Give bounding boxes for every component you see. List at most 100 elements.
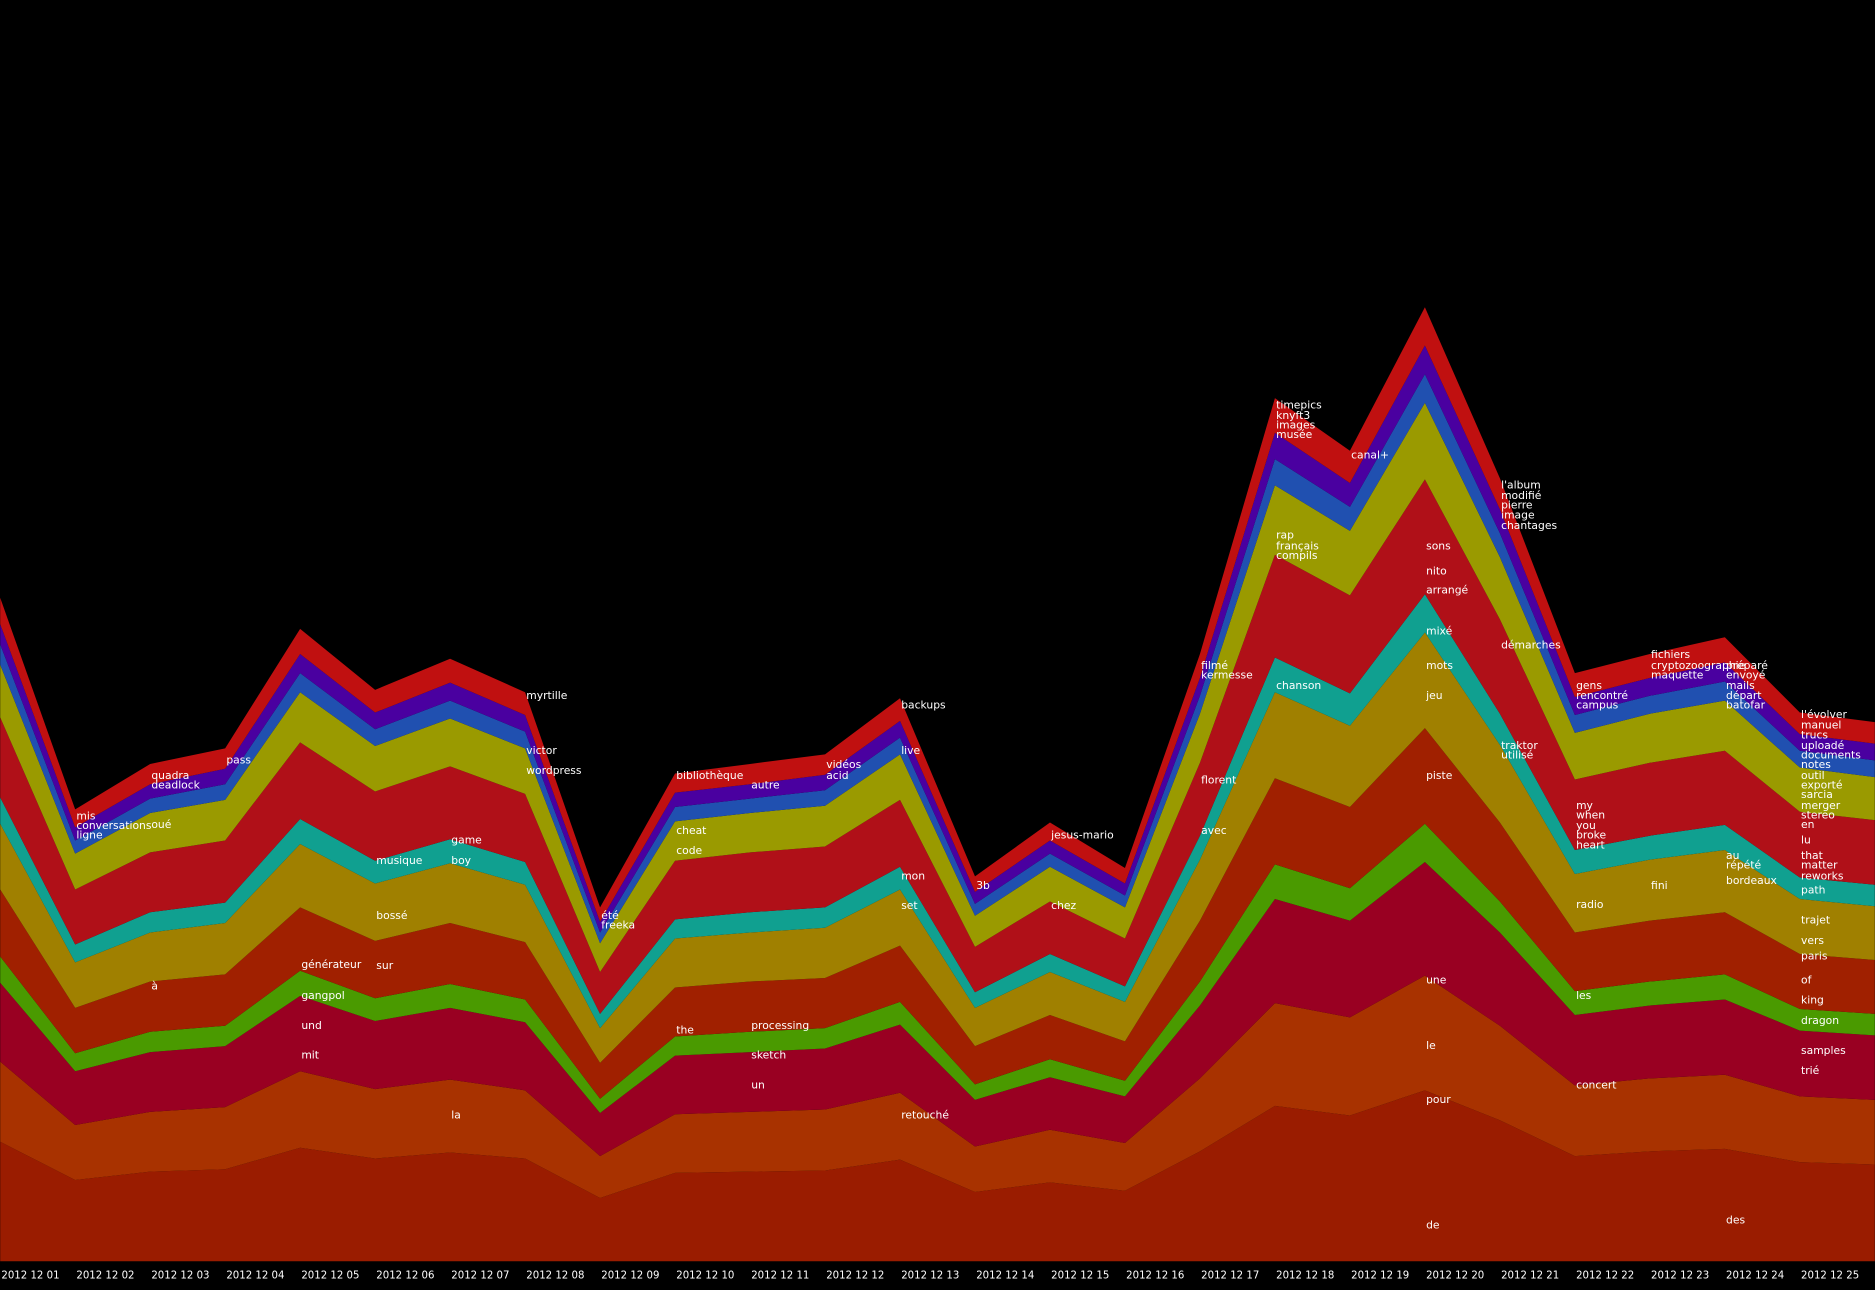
word-label: retouché <box>901 1108 949 1121</box>
word-label: rencontré <box>1576 689 1628 702</box>
word-label: modifié <box>1501 489 1542 502</box>
word-label: 3b <box>976 879 990 892</box>
word-label: of <box>1801 973 1812 986</box>
word-label: batofar <box>1726 698 1766 711</box>
x-tick-label: 2012 12 21 <box>1501 1271 1559 1282</box>
word-label: pierre <box>1501 499 1533 512</box>
word-label: rap <box>1276 529 1294 542</box>
word-label: paris <box>1801 949 1828 962</box>
word-label: fini <box>1651 879 1668 892</box>
word-label: sons <box>1426 539 1451 552</box>
word-label: victor <box>526 744 557 757</box>
word-label: freeka <box>601 918 635 931</box>
word-label: reworks <box>1801 869 1844 882</box>
word-label: avec <box>1201 824 1227 837</box>
word-label: exporté <box>1801 778 1843 791</box>
word-label: outil <box>1801 769 1825 782</box>
word-label: autre <box>751 778 780 791</box>
word-label: compils <box>1276 549 1318 562</box>
word-label: canal+ <box>1351 449 1389 462</box>
stream-layer <box>0 307 1875 922</box>
word-label: images <box>1276 419 1315 432</box>
word-label: mixé <box>1426 624 1452 637</box>
word-label: utilisé <box>1501 749 1534 762</box>
word-label: la <box>451 1108 461 1121</box>
x-tick-label: 2012 12 04 <box>226 1271 284 1282</box>
x-tick-label: 2012 12 25 <box>1801 1271 1859 1282</box>
word-label: when <box>1576 808 1605 821</box>
word-label: heart <box>1576 838 1605 851</box>
axis-band <box>0 1262 1875 1290</box>
x-tick-label: 2012 12 06 <box>376 1271 434 1282</box>
word-label: dragon <box>1801 1014 1839 1027</box>
x-tick-label: 2012 12 01 <box>1 1271 59 1282</box>
word-label: une <box>1426 973 1447 986</box>
stream-layer <box>0 594 1875 1029</box>
word-label: préparé <box>1726 659 1768 672</box>
word-label: en <box>1801 818 1814 831</box>
word-label: kermesse <box>1201 668 1253 681</box>
word-label: sur <box>376 959 393 972</box>
word-label: florent <box>1201 774 1236 787</box>
word-label: und <box>301 1019 321 1032</box>
word-label: trié <box>1801 1064 1820 1077</box>
word-label: les <box>1576 989 1592 1002</box>
word-label: myrtille <box>526 689 567 702</box>
word-label: générateur <box>301 958 362 971</box>
word-label: processing <box>751 1019 809 1032</box>
word-label: trucs <box>1801 728 1828 741</box>
stream-layer <box>0 479 1875 1014</box>
word-label: de <box>1426 1218 1440 1231</box>
word-label: des <box>1726 1214 1745 1227</box>
word-label: matter <box>1801 859 1838 872</box>
x-tick-label: 2012 12 05 <box>301 1271 359 1282</box>
word-label: au <box>1726 849 1739 862</box>
word-label: mon <box>901 869 925 882</box>
word-label: gangpol <box>301 989 344 1002</box>
word-label: arrangé <box>1426 584 1468 597</box>
word-label: merger <box>1801 799 1841 812</box>
word-label: français <box>1276 539 1319 552</box>
stream-layer <box>0 632 1875 1063</box>
word-label: boy <box>451 854 471 867</box>
word-label: filmé <box>1201 659 1228 672</box>
word-label: l'évolver <box>1801 708 1847 721</box>
word-label: bossé <box>376 909 408 922</box>
word-label: chez <box>1051 899 1076 912</box>
word-label: bibliothèque <box>676 769 743 782</box>
word-label: game <box>451 833 482 846</box>
word-label: à <box>151 979 158 992</box>
x-tick-label: 2012 12 12 <box>826 1271 884 1282</box>
word-label: lu <box>1801 833 1811 846</box>
word-label: gens <box>1576 679 1602 692</box>
word-label: notes <box>1801 758 1831 771</box>
word-label: piste <box>1426 769 1453 782</box>
areas <box>0 307 1875 1262</box>
word-label: stereo <box>1801 808 1835 821</box>
stream-layer <box>0 975 1875 1198</box>
word-label: bordeaux <box>1726 874 1777 887</box>
word-label: documents <box>1801 749 1861 762</box>
word-label: code <box>676 844 702 857</box>
x-tick-label: 2012 12 23 <box>1651 1271 1709 1282</box>
word-label: you <box>1576 819 1596 832</box>
x-tick-label: 2012 12 24 <box>1726 1271 1784 1282</box>
word-label: samples <box>1801 1044 1846 1057</box>
word-label: radio <box>1576 898 1603 911</box>
word-label: été <box>601 909 619 922</box>
word-label: fichiers <box>1651 648 1691 661</box>
x-tick-label: 2012 12 13 <box>901 1271 959 1282</box>
word-label: timepics <box>1276 398 1322 411</box>
x-tick-label: 2012 12 18 <box>1276 1271 1334 1282</box>
word-label: nito <box>1426 564 1447 577</box>
word-label: mails <box>1726 679 1755 692</box>
word-label: the <box>676 1024 694 1037</box>
word-label: image <box>1501 508 1535 521</box>
word-label: chanson <box>1276 679 1321 692</box>
word-label: uploadé <box>1801 739 1845 752</box>
x-tick-label: 2012 12 11 <box>751 1271 809 1282</box>
word-label: répété <box>1726 859 1761 872</box>
x-tick-label: 2012 12 16 <box>1126 1271 1184 1282</box>
